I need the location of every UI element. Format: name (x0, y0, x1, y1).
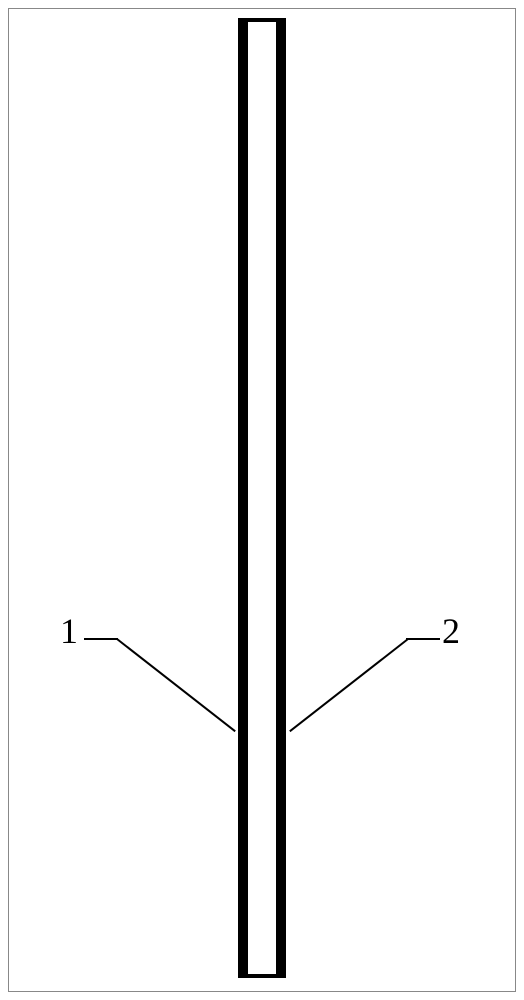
leader-1-seg-a (84, 638, 118, 640)
label-2: 2 (442, 610, 460, 652)
leader-2-seg-a (406, 638, 440, 640)
label-1: 1 (60, 610, 78, 652)
bar-inner (248, 22, 276, 974)
